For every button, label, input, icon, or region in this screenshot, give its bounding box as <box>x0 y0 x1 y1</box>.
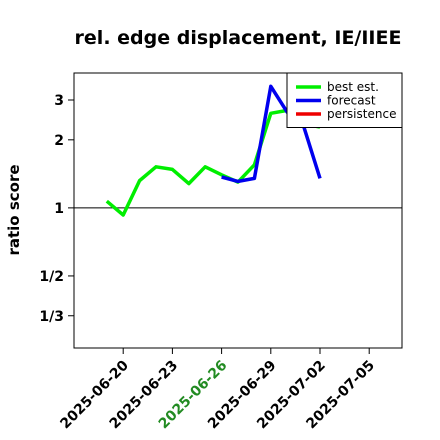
y-tick-label: 1/2 <box>39 269 64 285</box>
legend-label: forecast <box>327 94 376 108</box>
y-axis-label: ratio score <box>5 164 23 255</box>
y-tick-label: 2 <box>54 133 64 149</box>
y-tick-label: 1/3 <box>39 309 64 325</box>
legend-box <box>286 72 403 128</box>
plot-layer: 1/31/21232025-06-202025-06-232025-06-262… <box>39 72 403 432</box>
legend-label: persistence <box>327 107 396 121</box>
y-tick-label: 3 <box>54 93 64 109</box>
y-tick-label: 1 <box>54 201 64 217</box>
legend-label: best est. <box>327 80 379 94</box>
chart-title: rel. edge displacement, IE/IIEE <box>75 27 402 49</box>
plot-frame <box>73 72 403 349</box>
